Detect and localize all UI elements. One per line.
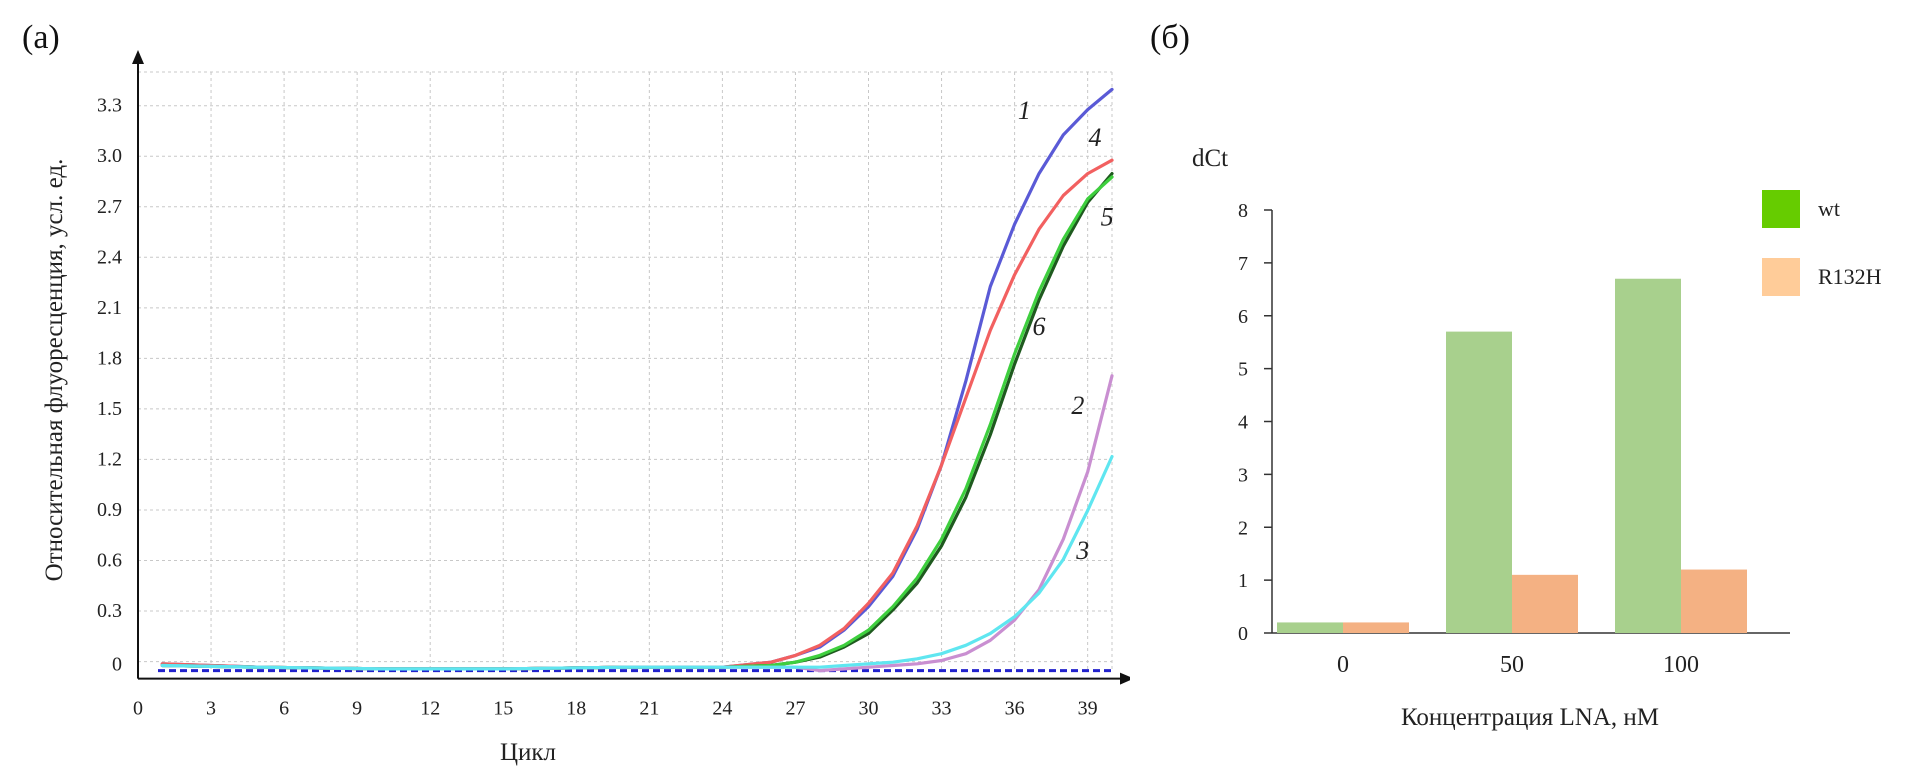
series-line-1 (160, 87, 1114, 671)
bar-R132H-100 (1681, 569, 1747, 633)
fluorescence-line-chart: (а) 0 3 6 9 12 15 18 21 24 27 30 33 36 3900.30.60.91.… (22, 19, 1130, 766)
panel-b-label: (б) (1150, 19, 1190, 56)
legend-swatch-wt (1762, 190, 1800, 228)
bar-wt-100 (1615, 278, 1681, 633)
series-label-2: 2 (1071, 391, 1084, 420)
x-tick-label: 24 (712, 698, 732, 720)
x-tick-label: 12 (420, 698, 440, 720)
x-tick-label: 21 (639, 698, 659, 720)
x-tick-label: 30 (859, 698, 879, 720)
bar-category-label: 100 (1663, 652, 1699, 678)
line-chart-grid (137, 71, 1113, 670)
x-tick-label: 27 (785, 698, 805, 720)
bar-chart-x-axis-title: Концентрация LNA, нМ (1401, 704, 1659, 731)
bar-R132H-50 (1512, 574, 1578, 633)
series-line-5 (160, 172, 1114, 671)
series-line-2 (160, 374, 1114, 673)
bar-category-label: 50 (1500, 652, 1524, 678)
bar-y-tick-label: 7 (1238, 253, 1248, 275)
y-tick-label: 0 (112, 654, 122, 676)
bar-y-tick-label: 1 (1238, 570, 1248, 592)
x-tick-label: 9 (352, 698, 362, 720)
y-tick-label: 1.5 (97, 398, 122, 420)
x-tick-label: 15 (493, 698, 513, 720)
y-tick-label: 2.4 (97, 246, 122, 268)
bar-category-label: 0 (1337, 652, 1349, 678)
series-label-4: 4 (1088, 123, 1101, 152)
x-axis-arrow (1120, 672, 1130, 685)
series-label-5: 5 (1101, 202, 1114, 231)
series-label-3: 3 (1075, 536, 1089, 565)
x-tick-label: 3 (206, 698, 216, 720)
y-axis-arrow (132, 50, 144, 64)
y-tick-label: 2.7 (97, 196, 122, 218)
x-tick-label: 36 (1005, 698, 1025, 720)
x-tick-label: 6 (279, 698, 289, 720)
bar-y-tick-label: 6 (1238, 306, 1248, 328)
bar-R132H-0 (1343, 622, 1409, 633)
series-line-4 (160, 158, 1114, 671)
y-tick-label: 1.8 (97, 347, 122, 369)
x-tick-label: 18 (566, 698, 586, 720)
bar-y-tick-label: 4 (1238, 412, 1248, 434)
bar-y-tick-label: 5 (1238, 359, 1248, 381)
x-tick-label: 33 (932, 698, 952, 720)
y-tick-label: 3.3 (97, 95, 122, 117)
series-label-1: 1 (1018, 96, 1031, 125)
bar-y-tick-label: 3 (1238, 464, 1248, 486)
bar-chart-legend: wt R132H (1762, 190, 1882, 296)
x-tick-label: 0 (133, 698, 143, 720)
bar-chart-axes: 0 1 2 3 4 5 6 7 8 0 50 100 (1238, 200, 1790, 678)
line-chart-x-axis-title: Цикл (500, 739, 556, 766)
bar-chart-y-axis-title: dCt (1192, 145, 1228, 172)
legend-label-R132H: R132H (1818, 264, 1882, 289)
bar-y-tick-label: 0 (1238, 623, 1248, 645)
line-chart-series-labels: 1 4 5 6 2 3 (1018, 96, 1114, 565)
series-line-3 (160, 455, 1114, 671)
legend-label-wt: wt (1818, 196, 1840, 221)
legend-swatch-R132H (1762, 258, 1800, 296)
line-chart-y-axis-title: Относительная флуоресценция, усл. ед. (41, 159, 68, 582)
y-tick-label: 0.3 (97, 600, 122, 622)
bar-y-tick-label: 8 (1238, 200, 1248, 222)
x-tick-label: 39 (1078, 698, 1098, 720)
line-chart-series (158, 87, 1114, 673)
series-line-6 (160, 175, 1114, 671)
line-chart-axes: 0 3 6 9 12 15 18 21 24 27 30 33 36 3900.30.60.91.21.5… (97, 50, 1130, 720)
y-tick-label: 0.9 (97, 499, 122, 521)
panel-a-label: (а) (22, 19, 60, 56)
bar-wt-0 (1277, 622, 1343, 633)
y-tick-label: 1.2 (97, 448, 122, 470)
y-tick-label: 3.0 (97, 145, 122, 167)
series-label-6: 6 (1032, 312, 1045, 341)
bar-wt-50 (1446, 331, 1512, 633)
bar-y-tick-label: 2 (1238, 517, 1248, 539)
y-tick-label: 0.6 (97, 550, 122, 572)
y-tick-label: 2.1 (97, 297, 122, 319)
bar-chart-bars (1277, 278, 1747, 633)
